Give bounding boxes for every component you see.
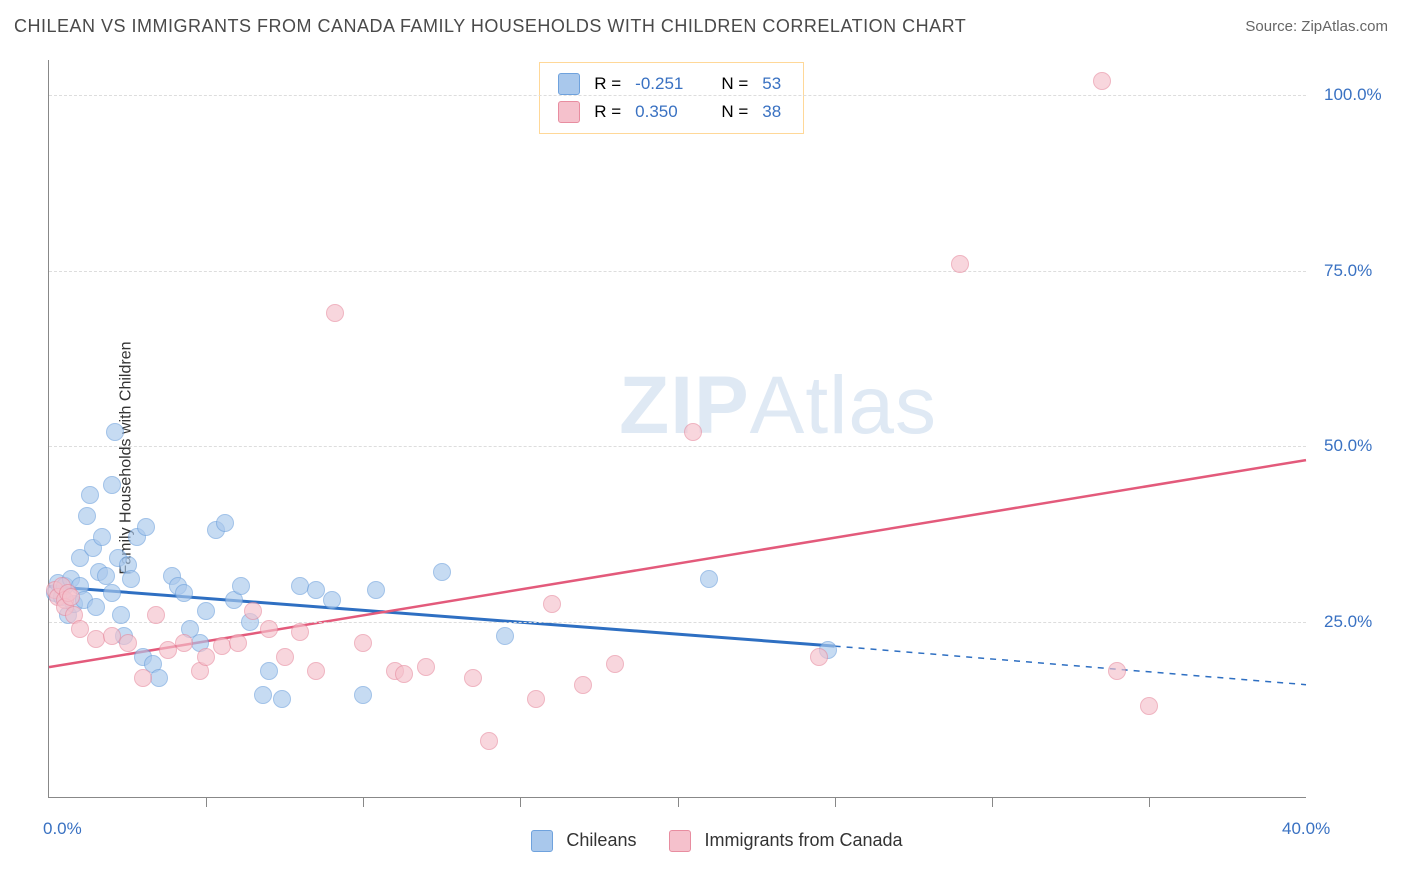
r-value-chileans: -0.251 — [629, 71, 689, 97]
scatter-point — [395, 665, 413, 683]
scatter-point — [137, 518, 155, 536]
scatter-point — [150, 669, 168, 687]
chart-title: CHILEAN VS IMMIGRANTS FROM CANADA FAMILY… — [14, 16, 966, 37]
trend-lines-layer — [49, 60, 1306, 797]
scatter-point — [326, 304, 344, 322]
scatter-point — [354, 686, 372, 704]
scatter-point — [122, 570, 140, 588]
x-tick — [1149, 797, 1150, 807]
scatter-point — [216, 514, 234, 532]
scatter-point — [175, 634, 193, 652]
x-tick — [363, 797, 364, 807]
r-value-canada: 0.350 — [629, 99, 689, 125]
scatter-point — [273, 690, 291, 708]
scatter-point — [1108, 662, 1126, 680]
scatter-point — [276, 648, 294, 666]
source-attribution: Source: ZipAtlas.com — [1245, 18, 1388, 35]
scatter-point — [367, 581, 385, 599]
legend-swatch-canada-bottom — [669, 830, 691, 852]
r-label: R = — [588, 99, 627, 125]
chart-container: Family Households with Children ZIPAtlas… — [0, 48, 1406, 868]
legend-swatch-chileans — [558, 73, 580, 95]
gridline — [49, 446, 1306, 447]
scatter-point — [103, 584, 121, 602]
scatter-point — [147, 606, 165, 624]
scatter-point — [574, 676, 592, 694]
y-tick-label: 50.0% — [1324, 436, 1372, 456]
correlation-legend: R = -0.251 N = 53 R = 0.350 N = 38 — [539, 62, 804, 134]
scatter-point — [103, 476, 121, 494]
legend-swatch-chileans-bottom — [531, 830, 553, 852]
scatter-point — [78, 507, 96, 525]
scatter-point — [307, 581, 325, 599]
x-tick — [206, 797, 207, 807]
y-tick-label: 75.0% — [1324, 261, 1372, 281]
legend-swatch-canada — [558, 101, 580, 123]
scatter-point — [684, 423, 702, 441]
header-bar: CHILEAN VS IMMIGRANTS FROM CANADA FAMILY… — [0, 0, 1406, 48]
gridline — [49, 95, 1306, 96]
scatter-point — [229, 634, 247, 652]
n-value-chileans: 53 — [756, 71, 787, 97]
scatter-point — [81, 486, 99, 504]
scatter-point — [1140, 697, 1158, 715]
scatter-point — [119, 634, 137, 652]
scatter-point — [464, 669, 482, 687]
scatter-point — [254, 686, 272, 704]
series-legend: Chileans Immigrants from Canada — [0, 830, 1406, 852]
x-tick — [835, 797, 836, 807]
n-label: N = — [715, 71, 754, 97]
scatter-point — [97, 567, 115, 585]
x-tick — [520, 797, 521, 807]
scatter-point — [93, 528, 111, 546]
scatter-point — [175, 584, 193, 602]
legend-row-canada: R = 0.350 N = 38 — [552, 99, 787, 125]
x-tick — [678, 797, 679, 807]
scatter-point — [543, 595, 561, 613]
scatter-point — [527, 690, 545, 708]
scatter-point — [112, 606, 130, 624]
legend-row-chileans: R = -0.251 N = 53 — [552, 71, 787, 97]
r-label: R = — [588, 71, 627, 97]
n-label: N = — [715, 99, 754, 125]
scatter-point — [71, 620, 89, 638]
source-label: Source: — [1245, 18, 1301, 35]
trend-line — [835, 646, 1306, 685]
scatter-point — [323, 591, 341, 609]
y-tick-label: 25.0% — [1324, 612, 1372, 632]
scatter-point — [197, 648, 215, 666]
scatter-point — [606, 655, 624, 673]
scatter-point — [417, 658, 435, 676]
scatter-point — [232, 577, 250, 595]
scatter-point — [951, 255, 969, 273]
scatter-point — [87, 598, 105, 616]
scatter-point — [1093, 72, 1111, 90]
n-value-canada: 38 — [756, 99, 787, 125]
x-tick — [992, 797, 993, 807]
scatter-point — [354, 634, 372, 652]
legend-label-canada: Immigrants from Canada — [705, 830, 903, 850]
scatter-point — [291, 623, 309, 641]
trend-line — [49, 586, 835, 646]
gridline — [49, 271, 1306, 272]
y-tick-label: 100.0% — [1324, 85, 1382, 105]
scatter-point — [134, 669, 152, 687]
scatter-point — [244, 602, 262, 620]
correlation-legend-table: R = -0.251 N = 53 R = 0.350 N = 38 — [550, 69, 789, 127]
scatter-point — [496, 627, 514, 645]
scatter-point — [810, 648, 828, 666]
scatter-point — [480, 732, 498, 750]
scatter-point — [260, 620, 278, 638]
gridline — [49, 622, 1306, 623]
legend-label-chileans: Chileans — [566, 830, 636, 850]
scatter-point — [260, 662, 278, 680]
scatter-point — [307, 662, 325, 680]
scatter-point — [197, 602, 215, 620]
scatter-point — [433, 563, 451, 581]
scatter-point — [700, 570, 718, 588]
scatter-point — [106, 423, 124, 441]
plot-area: ZIPAtlas R = -0.251 N = 53 R = 0.350 — [48, 60, 1306, 798]
source-name: ZipAtlas.com — [1301, 18, 1388, 35]
scatter-point — [62, 588, 80, 606]
